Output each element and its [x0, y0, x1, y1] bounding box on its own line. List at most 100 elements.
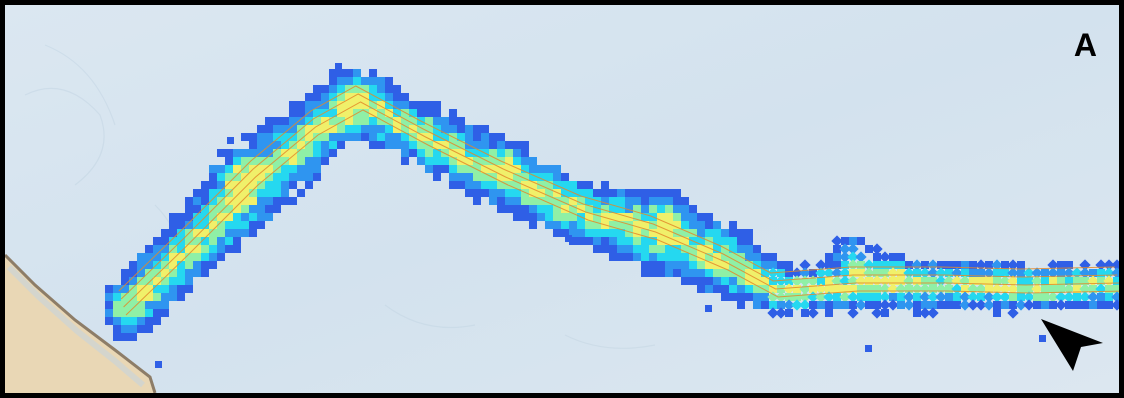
heatmap-cell: [209, 173, 217, 181]
heatmap-cell: [721, 261, 729, 269]
heatmap-cell: [169, 237, 177, 245]
heatmap-cell: [545, 221, 553, 229]
heatmap-cell: [313, 109, 321, 117]
heatmap-cell: [977, 277, 985, 285]
heatmap-cell: [745, 285, 753, 293]
heatmap-cell: [425, 157, 433, 165]
heatmap-cell: [713, 277, 721, 285]
heatmap-cell: [601, 245, 609, 253]
heatmap-cell: [321, 141, 329, 149]
heatmap-cell: [657, 221, 665, 229]
heatmap-cell: [185, 245, 193, 253]
heatmap-cell: [345, 109, 353, 117]
heatmap-cell: [761, 253, 769, 261]
heatmap-cell: [233, 157, 241, 165]
heatmap-cell: [521, 165, 529, 173]
heatmap-cell: [185, 237, 193, 245]
heatmap-cell: [565, 235, 572, 242]
heatmap-cell: [305, 173, 313, 181]
heatmap-cell: [385, 133, 393, 141]
heatmap-cell: [633, 237, 641, 245]
heatmap-cell: [969, 277, 977, 285]
heatmap-cell: [905, 261, 913, 269]
heatmap-cell: [897, 293, 905, 301]
heatmap-cell: [505, 205, 513, 213]
heatmap-cell: [641, 245, 649, 253]
heatmap-cell: [649, 245, 657, 253]
heatmap-cell: [897, 261, 905, 269]
heatmap-cell: [433, 101, 441, 109]
heatmap-cell: [705, 305, 712, 312]
heatmap-cell: [665, 189, 673, 197]
heatmap-cell: [633, 213, 641, 221]
heatmap-cell: [209, 189, 217, 197]
heatmap-cell: [497, 181, 505, 189]
heatmap-cell: [225, 229, 233, 237]
heatmap-cell: [209, 245, 217, 253]
heatmap-cell: [753, 269, 761, 277]
heatmap-cell: [775, 307, 787, 319]
heatmap-cell: [823, 291, 835, 303]
heatmap-cell: [217, 149, 225, 157]
heatmap-cell: [217, 237, 225, 245]
heatmap-cell: [905, 285, 913, 293]
heatmap-cell: [201, 197, 209, 205]
heatmap-cell: [713, 245, 721, 253]
heatmap-cell: [153, 245, 161, 253]
heatmap-cell: [129, 301, 137, 309]
heatmap-cell: [903, 291, 915, 303]
heatmap-cell: [153, 309, 161, 317]
heatmap-cell: [281, 141, 289, 149]
heatmap-cell: [313, 133, 321, 141]
heatmap-cell: [465, 165, 473, 173]
heatmap-cell: [1033, 293, 1041, 301]
heatmap-cell: [305, 181, 313, 189]
heatmap-cell: [1097, 277, 1105, 285]
heatmap-cell: [729, 245, 737, 253]
heatmap-cell: [425, 165, 433, 173]
heatmap-cell: [265, 125, 273, 133]
heatmap-cell: [831, 235, 843, 247]
heatmap-cell: [673, 253, 681, 261]
heatmap-cell: [225, 165, 233, 173]
heatmap-cell: [689, 261, 697, 269]
heatmap-cell: [289, 149, 297, 157]
heatmap-cell: [951, 283, 963, 295]
heatmap-cell: [977, 293, 985, 301]
heatmap-cell: [721, 253, 729, 261]
heatmap-cell: [657, 269, 665, 277]
heatmap-cell: [769, 285, 777, 293]
heatmap-cell: [209, 221, 217, 229]
heatmap-cell: [681, 253, 689, 261]
heatmap-cell: [145, 309, 153, 317]
heatmap-cell: [919, 267, 931, 279]
heatmap-cell: [721, 237, 729, 245]
heatmap-cell: [185, 221, 193, 229]
heatmap-cell: [353, 125, 361, 133]
heatmap-cell: [937, 301, 945, 309]
heatmap-cell: [505, 197, 513, 205]
heatmap-cell: [361, 85, 369, 93]
heatmap-cell: [201, 229, 209, 237]
heatmap-cell: [641, 269, 649, 277]
heatmap-cell: [673, 197, 681, 205]
heatmap-cell: [273, 197, 281, 205]
heatmap-cell: [257, 189, 265, 197]
heatmap-cell: [879, 291, 891, 303]
heatmap-cell: [409, 109, 417, 117]
heatmap-cell: [249, 141, 257, 149]
heatmap-cell: [129, 277, 137, 285]
heatmap-cell: [329, 93, 337, 101]
heatmap-cell: [153, 285, 161, 293]
heatmap-cell: [809, 301, 817, 309]
heatmap-cell: [1081, 301, 1089, 309]
heatmap-cell: [913, 301, 921, 309]
heatmap-cell: [609, 229, 617, 237]
heatmap-cell: [1025, 285, 1033, 293]
heatmap-cell: [449, 165, 457, 173]
heatmap-cell: [489, 133, 497, 141]
heatmap-cell: [561, 197, 569, 205]
heatmap-cell: [1041, 301, 1049, 309]
heatmap-cell: [353, 133, 361, 141]
heatmap-cell: [241, 213, 249, 221]
